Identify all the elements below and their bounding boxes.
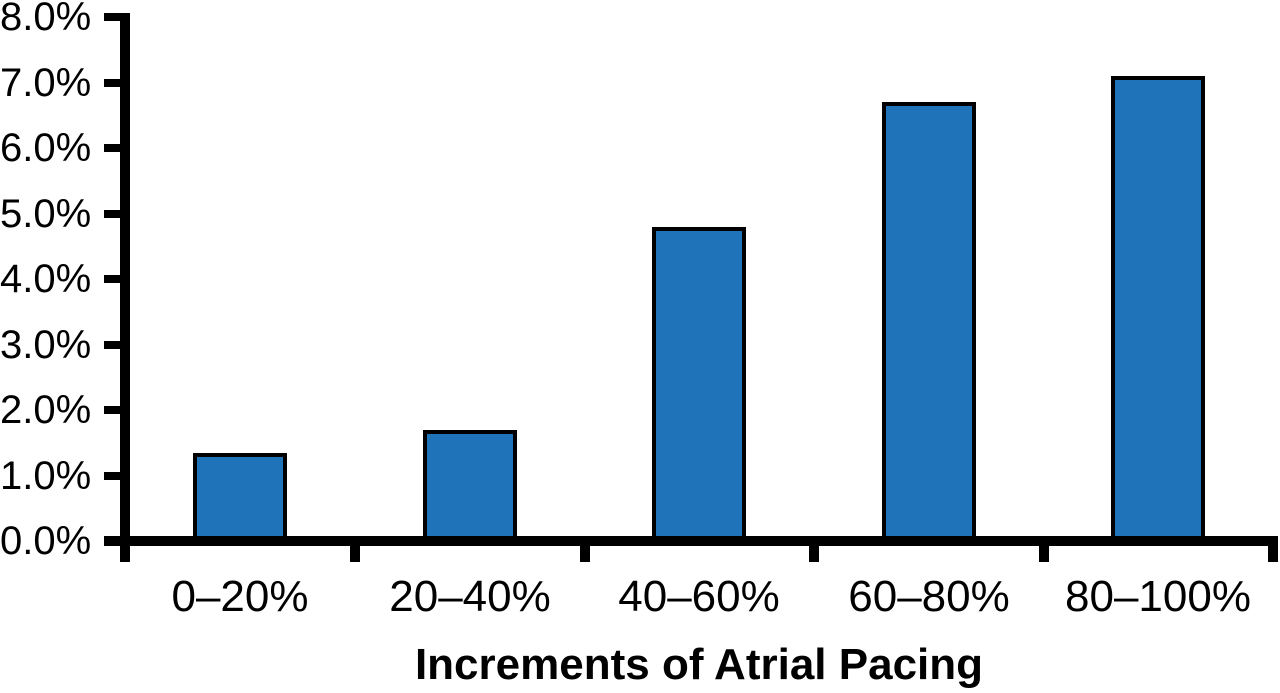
bar-40-60-: [652, 227, 746, 541]
x-axis-line: [104, 536, 1278, 546]
bar-60-80-: [882, 102, 976, 541]
y-tick-label: 4.0%: [0, 257, 92, 301]
y-axis-tick: [104, 471, 125, 480]
y-tick-label: 8.0%: [0, 0, 92, 39]
y-axis-line: [120, 13, 130, 562]
x-axis-tick: [580, 546, 590, 562]
y-axis-tick: [104, 209, 125, 218]
x-axis-tick: [1039, 546, 1049, 562]
y-tick-label: 0.0%: [0, 519, 92, 563]
y-axis-tick: [104, 13, 125, 21]
x-tick-label: 0–20%: [171, 572, 309, 621]
x-axis-tick: [1268, 546, 1278, 562]
y-axis-tick: [104, 144, 125, 152]
x-tick-label: 80–100%: [1065, 572, 1251, 621]
x-tick-label: 40–60%: [618, 572, 780, 621]
bar-80-100-: [1111, 76, 1205, 541]
y-axis-tick: [104, 275, 125, 283]
x-tick-label: 60–80%: [848, 572, 1010, 621]
y-tick-label: 6.0%: [0, 126, 92, 170]
x-axis-tick: [350, 546, 360, 562]
x-axis-title: Increments of Atrial Pacing: [414, 640, 984, 689]
x-tick-label: 20–40%: [389, 572, 551, 621]
bar-0-20-: [193, 453, 287, 541]
y-axis-tick: [104, 340, 125, 349]
y-tick-label: 2.0%: [0, 388, 92, 432]
y-tick-label: 7.0%: [0, 60, 92, 105]
x-axis-tick: [809, 546, 819, 562]
y-tick-label: 3.0%: [0, 322, 92, 367]
y-axis-tick: [104, 78, 125, 87]
bar-20-40-: [423, 430, 517, 541]
y-tick-label: 5.0%: [0, 191, 92, 236]
y-axis-tick: [104, 406, 125, 414]
y-tick-label: 1.0%: [0, 453, 92, 498]
